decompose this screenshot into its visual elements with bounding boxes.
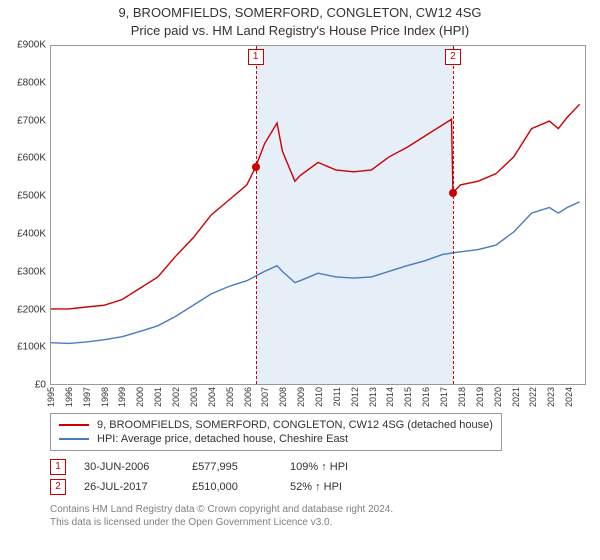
footer-line-1: Contains HM Land Registry data © Crown c… <box>50 503 592 516</box>
x-tick-label: 2007 <box>260 387 270 407</box>
title-line-2: Price paid vs. HM Land Registry's House … <box>8 22 592 40</box>
sale-date: 26-JUL-2017 <box>84 481 174 493</box>
x-tick-label: 2013 <box>368 387 378 407</box>
sale-marker-line <box>453 46 454 384</box>
legend-label: 9, BROOMFIELDS, SOMERFORD, CONGLETON, CW… <box>97 419 493 431</box>
sale-price: £510,000 <box>192 481 272 493</box>
sale-date: 30-JUN-2006 <box>84 461 174 473</box>
x-tick-label: 1996 <box>64 387 74 407</box>
legend-swatch <box>59 438 89 440</box>
x-tick-label: 1999 <box>117 387 127 407</box>
x-tick-label: 2018 <box>457 387 467 407</box>
x-tick-label: 2014 <box>385 387 395 407</box>
y-tick-label: £800K <box>17 77 46 88</box>
y-tick-label: £900K <box>17 40 46 51</box>
chart-title: 9, BROOMFIELDS, SOMERFORD, CONGLETON, CW… <box>8 4 592 39</box>
x-tick-label: 2022 <box>528 387 538 407</box>
legend-label: HPI: Average price, detached house, Ches… <box>97 433 348 445</box>
line-layer <box>51 46 585 384</box>
sale-hpi: 52% ↑ HPI <box>290 481 390 493</box>
sale-price: £577,995 <box>192 461 272 473</box>
sale-marker-dot <box>252 163 260 171</box>
chart: £0 £100K £200K £300K £400K £500K £600K £700K £80… <box>8 45 592 405</box>
y-tick-label: £600K <box>17 153 46 164</box>
x-tick-label: 2011 <box>332 387 342 406</box>
x-tick-label: 1995 <box>46 387 56 407</box>
x-tick-label: 2015 <box>403 387 413 407</box>
sale-marker-number: 1 <box>248 49 264 65</box>
y-axis: £0£100K£200K£300K£400K£500K£600K£700K£80… <box>8 45 50 385</box>
x-tick-label: 2016 <box>421 387 431 407</box>
x-tick-label: 2023 <box>546 387 556 407</box>
x-tick-label: 2000 <box>135 387 145 407</box>
y-tick-label: £100K <box>17 342 46 353</box>
plot-area: 12 <box>50 45 586 385</box>
x-tick-label: 1998 <box>100 387 110 407</box>
x-tick-label: 2020 <box>493 387 503 407</box>
footer-line-2: This data is licensed under the Open Gov… <box>50 516 592 529</box>
sale-row: 1 30-JUN-2006 £577,995 109% ↑ HPI <box>50 457 592 477</box>
attribution-footer: Contains HM Land Registry data © Crown c… <box>50 503 592 529</box>
sale-row: 2 26-JUL-2017 £510,000 52% ↑ HPI <box>50 477 592 497</box>
sale-marker-number: 2 <box>445 49 461 65</box>
y-tick-label: £700K <box>17 115 46 126</box>
sale-row-number: 1 <box>50 459 66 475</box>
x-tick-label: 2012 <box>350 387 360 407</box>
sale-hpi: 109% ↑ HPI <box>290 461 390 473</box>
y-tick-label: £500K <box>17 191 46 202</box>
x-tick-label: 2001 <box>153 387 163 407</box>
sale-row-number: 2 <box>50 479 66 495</box>
x-tick-label: 2004 <box>207 387 217 407</box>
legend-swatch <box>59 424 89 426</box>
sale-marker-dot <box>449 189 457 197</box>
x-tick-label: 2010 <box>314 387 324 407</box>
x-axis: 1995199619971998199920002001200220032004… <box>50 385 586 405</box>
x-tick-label: 2006 <box>243 387 253 407</box>
legend-item: HPI: Average price, detached house, Ches… <box>59 432 493 446</box>
x-tick-label: 2002 <box>171 387 181 407</box>
x-tick-label: 2021 <box>511 387 521 407</box>
y-tick-label: £200K <box>17 304 46 315</box>
y-tick-label: £0 <box>35 380 46 391</box>
sale-marker-line <box>256 46 257 384</box>
x-tick-label: 2008 <box>278 387 288 407</box>
x-tick-label: 2005 <box>225 387 235 407</box>
legend: 9, BROOMFIELDS, SOMERFORD, CONGLETON, CW… <box>50 413 502 451</box>
title-line-1: 9, BROOMFIELDS, SOMERFORD, CONGLETON, CW… <box>8 4 592 22</box>
x-tick-label: 2024 <box>564 387 574 407</box>
x-tick-label: 1997 <box>82 387 92 407</box>
x-tick-label: 2017 <box>439 387 449 407</box>
sales-table: 1 30-JUN-2006 £577,995 109% ↑ HPI 2 26-JUL-20… <box>50 457 592 497</box>
x-tick-label: 2003 <box>189 387 199 407</box>
x-tick-label: 2019 <box>475 387 485 407</box>
y-tick-label: £400K <box>17 228 46 239</box>
y-tick-label: £300K <box>17 266 46 277</box>
legend-item: 9, BROOMFIELDS, SOMERFORD, CONGLETON, CW… <box>59 418 493 432</box>
x-tick-label: 2009 <box>296 387 306 407</box>
